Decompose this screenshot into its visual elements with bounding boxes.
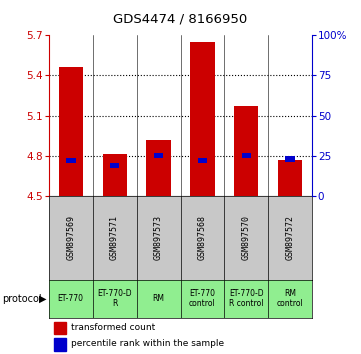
Text: percentile rank within the sample: percentile rank within the sample [71,339,224,348]
Bar [58,68,83,196]
Text: GSM897571: GSM897571 [110,215,119,260]
Bar [278,160,303,196]
Text: ET-770-D
R: ET-770-D R [97,290,132,308]
Text: RM: RM [153,294,165,303]
Bar [190,42,214,196]
Text: GSM897568: GSM897568 [198,215,207,260]
Text: GSM897573: GSM897573 [154,215,163,260]
Bar [66,158,75,163]
Text: protocol: protocol [2,294,42,304]
Text: ET-770-D
R control: ET-770-D R control [229,290,264,308]
Bar [54,338,66,350]
Text: GSM897572: GSM897572 [286,215,295,260]
Text: ET-770: ET-770 [58,294,84,303]
Bar [110,162,119,168]
Bar [242,153,251,158]
Text: ▶: ▶ [39,294,47,304]
Bar [147,139,171,196]
Text: GSM897570: GSM897570 [242,215,251,260]
Bar [54,322,66,335]
Text: transformed count: transformed count [71,323,155,332]
Bar [103,154,127,196]
Text: ET-770
control: ET-770 control [189,290,216,308]
Bar [197,158,207,163]
Bar [154,153,164,158]
Text: GDS4474 / 8166950: GDS4474 / 8166950 [113,12,248,25]
Text: RM
control: RM control [277,290,304,308]
Bar [234,106,258,196]
Bar [286,156,295,161]
Text: GSM897569: GSM897569 [66,215,75,260]
